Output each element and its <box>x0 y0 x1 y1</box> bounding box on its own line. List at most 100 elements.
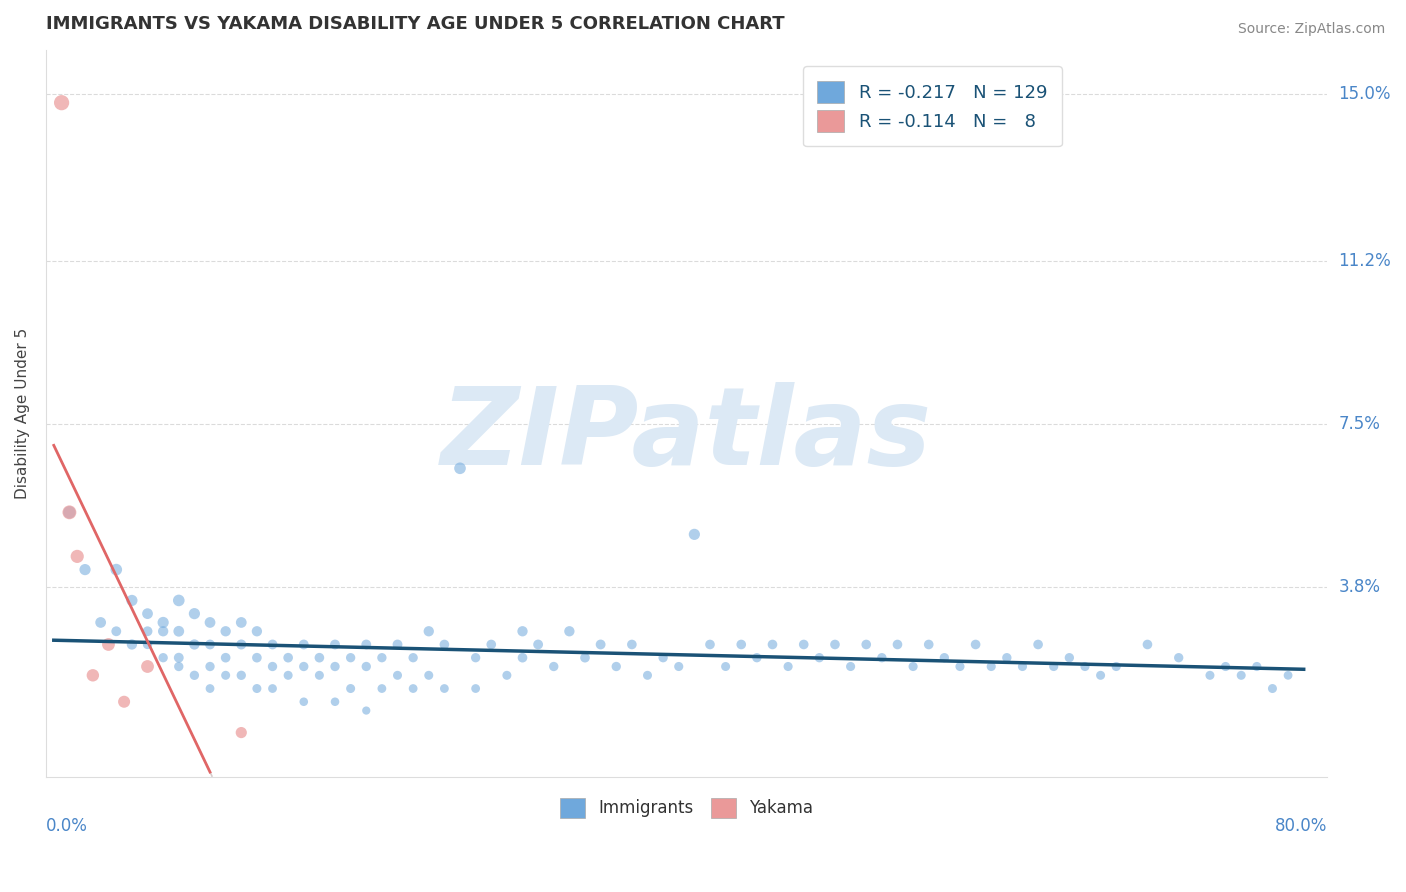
Text: 80.0%: 80.0% <box>1275 816 1327 835</box>
Point <box>231 638 253 652</box>
Point <box>839 659 862 673</box>
Point <box>901 659 924 673</box>
Point <box>574 650 596 665</box>
Point <box>198 615 221 630</box>
Point <box>824 638 846 652</box>
Point <box>356 659 378 673</box>
Point <box>198 659 221 673</box>
Point <box>778 659 800 673</box>
Point <box>214 668 236 682</box>
Point <box>323 659 346 673</box>
Point <box>136 659 159 673</box>
Point <box>262 659 284 673</box>
Text: 3.8%: 3.8% <box>1339 578 1381 596</box>
Point <box>1059 650 1081 665</box>
Point <box>167 624 190 639</box>
Point <box>214 650 236 665</box>
Point <box>1042 659 1064 673</box>
Point <box>1074 659 1097 673</box>
Point <box>433 638 456 652</box>
Y-axis label: Disability Age Under 5: Disability Age Under 5 <box>15 327 30 499</box>
Text: 0.0%: 0.0% <box>46 816 87 835</box>
Point <box>73 563 96 577</box>
Point <box>496 668 519 682</box>
Point <box>1105 659 1128 673</box>
Point <box>418 624 440 639</box>
Point <box>464 650 486 665</box>
Point <box>995 650 1018 665</box>
Text: 11.2%: 11.2% <box>1339 252 1391 270</box>
Point <box>652 650 675 665</box>
Point <box>356 638 378 652</box>
Point <box>793 638 815 652</box>
Point <box>292 659 315 673</box>
Point <box>262 638 284 652</box>
Point <box>605 659 627 673</box>
Point <box>308 650 330 665</box>
Point <box>183 638 205 652</box>
Point <box>512 624 534 639</box>
Point <box>292 638 315 652</box>
Point <box>198 638 221 652</box>
Point <box>214 624 236 639</box>
Point <box>730 638 752 652</box>
Point <box>246 650 269 665</box>
Point <box>51 95 73 110</box>
Point <box>808 650 831 665</box>
Point <box>90 615 112 630</box>
Text: 15.0%: 15.0% <box>1339 85 1391 103</box>
Point <box>699 638 721 652</box>
Point <box>543 659 565 673</box>
Point <box>152 650 174 665</box>
Point <box>167 650 190 665</box>
Text: 7.5%: 7.5% <box>1339 416 1381 434</box>
Point <box>464 681 486 696</box>
Point <box>231 668 253 682</box>
Point <box>387 668 409 682</box>
Point <box>371 681 394 696</box>
Point <box>167 659 190 673</box>
Point <box>918 638 941 652</box>
Point <box>323 695 346 709</box>
Point <box>1011 659 1033 673</box>
Point <box>112 695 135 709</box>
Point <box>668 659 690 673</box>
Point <box>58 505 80 519</box>
Point <box>231 725 253 739</box>
Point <box>1136 638 1159 652</box>
Point <box>714 659 737 673</box>
Point <box>1246 659 1268 673</box>
Point <box>683 527 706 541</box>
Point <box>356 704 378 718</box>
Point <box>589 638 612 652</box>
Point <box>1090 668 1112 682</box>
Point <box>58 505 80 519</box>
Legend: Immigrants, Yakama: Immigrants, Yakama <box>553 789 821 826</box>
Point <box>152 624 174 639</box>
Point <box>402 681 425 696</box>
Point <box>323 638 346 652</box>
Point <box>949 659 972 673</box>
Point <box>1167 650 1189 665</box>
Point <box>418 668 440 682</box>
Point <box>1215 659 1237 673</box>
Point <box>870 650 893 665</box>
Point <box>105 563 128 577</box>
Point <box>934 650 956 665</box>
Point <box>479 638 502 652</box>
Point <box>558 624 581 639</box>
Point <box>277 668 299 682</box>
Point <box>183 607 205 621</box>
Point <box>1230 668 1253 682</box>
Point <box>308 668 330 682</box>
Point <box>339 681 361 696</box>
Point <box>761 638 783 652</box>
Point <box>198 681 221 696</box>
Point <box>136 624 159 639</box>
Point <box>105 624 128 639</box>
Point <box>402 650 425 665</box>
Point <box>292 695 315 709</box>
Point <box>66 549 89 564</box>
Point <box>745 650 768 665</box>
Point <box>449 461 471 475</box>
